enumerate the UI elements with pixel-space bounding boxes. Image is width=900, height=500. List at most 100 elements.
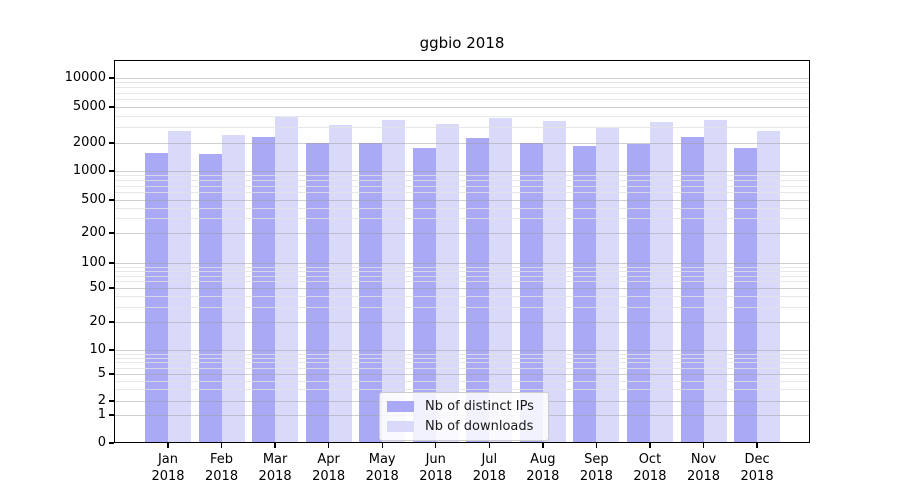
- x-tick-label: Apr 2018: [312, 452, 346, 484]
- gridline-minor: [114, 87, 810, 89]
- gridline-major: [114, 322, 810, 323]
- y-tick-label: 5: [97, 366, 106, 381]
- gridline-minor: [114, 296, 810, 298]
- gridline-minor: [114, 180, 810, 182]
- bar-distinct-ips: [734, 147, 758, 443]
- legend-item: Nb of distinct IPs: [380, 396, 548, 416]
- y-tick: [109, 232, 114, 234]
- bar-distinct-ips: [680, 136, 704, 443]
- bar-distinct-ips: [305, 143, 329, 443]
- gridline-major: [114, 263, 810, 264]
- x-tick-label: Jan 2018: [151, 452, 185, 484]
- bar-distinct-ips: [198, 154, 222, 443]
- gridline-major: [114, 107, 810, 108]
- y-tick-label: 2000: [72, 135, 106, 150]
- y-tick: [109, 414, 114, 416]
- y-tick-label: 50: [89, 280, 106, 295]
- chart-title: ggbio 2018: [419, 34, 505, 52]
- x-tick-label: Aug 2018: [526, 452, 560, 484]
- y-tick: [109, 287, 114, 289]
- x-tick-label: Oct 2018: [633, 452, 667, 484]
- x-tick: [220, 443, 223, 448]
- y-tick-label: 500: [81, 192, 106, 207]
- bar-distinct-ips: [252, 137, 276, 443]
- gridline-minor: [114, 271, 810, 273]
- gridline-major: [114, 374, 810, 375]
- bar-distinct-ips: [412, 148, 436, 443]
- gridline-minor: [114, 353, 810, 355]
- gridline-minor: [114, 389, 810, 391]
- legend-swatch-downloads: [387, 420, 414, 432]
- gridline-minor: [114, 92, 810, 94]
- bar-distinct-ips: [626, 144, 650, 443]
- x-tick-label: Jul 2018: [472, 452, 506, 484]
- y-tick: [109, 199, 114, 201]
- y-tick: [109, 400, 114, 402]
- gridline-major: [114, 78, 810, 79]
- y-tick: [109, 321, 114, 323]
- y-tick-label: 1: [97, 407, 106, 422]
- y-tick-label: 100: [81, 255, 106, 270]
- y-tick: [109, 77, 114, 79]
- y-tick-label: 20: [89, 314, 106, 329]
- gridline-minor: [114, 306, 810, 308]
- y-tick: [109, 142, 114, 144]
- x-tick-label: Sep 2018: [579, 452, 613, 484]
- x-tick: [702, 443, 705, 448]
- gridline-minor: [114, 192, 810, 194]
- gridline-minor: [114, 357, 810, 359]
- y-tick: [109, 349, 114, 351]
- bar-downloads: [489, 118, 513, 443]
- x-tick: [381, 443, 383, 448]
- gridline-minor: [114, 275, 810, 277]
- gridline-minor: [114, 185, 810, 187]
- gridline-minor: [114, 208, 810, 210]
- gridline-major: [114, 171, 810, 172]
- gridline-minor: [114, 367, 810, 369]
- x-tick: [595, 443, 598, 448]
- gridline-minor: [114, 127, 810, 129]
- bar-downloads: [275, 116, 299, 443]
- x-tick: [488, 443, 490, 448]
- x-tick-label: Mar 2018: [258, 452, 292, 484]
- x-tick-label: Feb 2018: [205, 452, 239, 484]
- gridline-minor: [114, 175, 810, 177]
- y-tick-label: 10000: [64, 70, 106, 85]
- legend-item-label: Nb of downloads: [425, 418, 534, 434]
- gridline-minor: [114, 266, 810, 268]
- bar-downloads: [168, 131, 191, 443]
- bar-distinct-ips: [466, 138, 490, 443]
- gridline-major: [114, 143, 810, 144]
- bar-distinct-ips: [145, 153, 168, 443]
- bar-distinct-ips: [573, 145, 597, 443]
- legend-item-label: Nb of distinct IPs: [425, 398, 534, 414]
- y-tick: [109, 170, 114, 172]
- bar-downloads: [596, 127, 620, 443]
- gridline-major: [114, 200, 810, 201]
- legend: Nb of distinct IPs Nb of downloads: [379, 392, 549, 441]
- y-tick-label: 200: [81, 225, 106, 240]
- x-tick-label: May 2018: [365, 452, 399, 484]
- bar-downloads: [757, 130, 781, 443]
- legend-item: Nb of downloads: [380, 416, 548, 436]
- y-tick: [109, 262, 114, 264]
- gridline-minor: [114, 218, 810, 220]
- x-tick: [327, 443, 330, 448]
- gridline-major: [114, 233, 810, 234]
- gridline-minor: [114, 380, 810, 382]
- gridline-minor: [114, 115, 810, 117]
- y-tick-label: 10: [89, 342, 106, 357]
- y-tick: [109, 373, 114, 375]
- y-tick: [109, 442, 114, 444]
- gridline-major: [114, 350, 810, 351]
- gridline-minor: [114, 362, 810, 364]
- gridline-minor: [114, 281, 810, 283]
- gridline-major: [114, 288, 810, 289]
- plot-area: [114, 60, 810, 443]
- gridline-minor: [114, 82, 810, 84]
- x-tick-label: Jun 2018: [419, 452, 453, 484]
- x-tick-label: Dec 2018: [740, 452, 774, 484]
- legend-swatch-distinct-ips: [387, 400, 414, 412]
- x-tick: [756, 443, 758, 448]
